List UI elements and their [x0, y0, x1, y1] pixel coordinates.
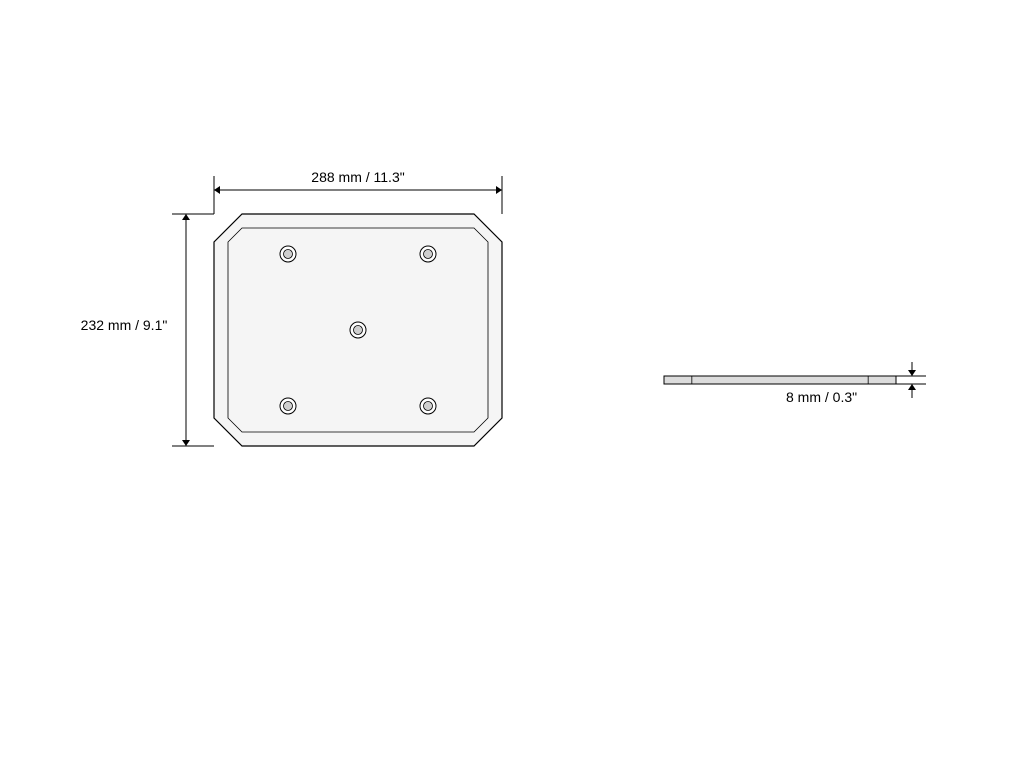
dimension-height-label: 232 mm / 9.1"	[81, 317, 168, 333]
side-view	[664, 376, 896, 384]
dimension-height	[172, 214, 214, 446]
dimension-thickness	[896, 362, 926, 398]
dimension-thickness-label: 8 mm / 0.3"	[786, 389, 857, 405]
technical-drawing: 288 mm / 11.3" 232 mm / 9.1" 8 mm / 0.3"	[0, 0, 1024, 768]
dimension-width-label: 288 mm / 11.3"	[311, 169, 404, 185]
drawing-stage: 288 mm / 11.3" 232 mm / 9.1" 8 mm / 0.3"	[0, 0, 1024, 768]
front-view	[214, 214, 502, 446]
